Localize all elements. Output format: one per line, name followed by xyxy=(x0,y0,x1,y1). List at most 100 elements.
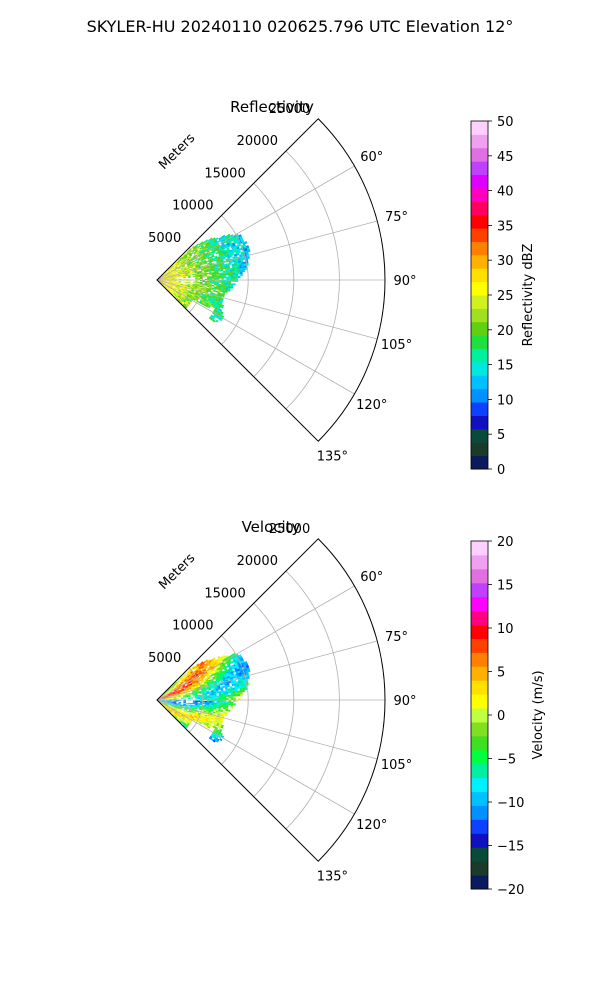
radar-gate-cell xyxy=(178,696,182,698)
radar-gate-cell xyxy=(181,298,185,301)
radar-gate-cell xyxy=(202,667,206,671)
radar-gate-cell xyxy=(237,692,241,695)
radar-gate-cell xyxy=(204,294,208,297)
colorbar-segment xyxy=(471,121,488,135)
radar-gate-cell xyxy=(163,282,167,284)
radar-gate-cell xyxy=(186,295,190,298)
radar-gate-cell xyxy=(191,682,195,684)
radar-gate-cell xyxy=(188,687,192,689)
radar-gate-cell xyxy=(169,687,173,690)
radar-gate-cell xyxy=(180,686,184,689)
radar-gate-cell xyxy=(224,255,228,258)
radar-gate-cell xyxy=(196,681,200,684)
radar-gate-cell xyxy=(176,708,180,710)
radar-gate-cell xyxy=(234,687,238,690)
radar-gate-cell xyxy=(162,704,165,707)
radar-gate-cell xyxy=(178,701,182,703)
radar-gate-cell xyxy=(189,683,192,685)
radar-gate-cell xyxy=(240,681,244,685)
radar-gate-cell xyxy=(197,714,201,717)
radar-gate-cell xyxy=(181,259,185,262)
radar-gate-cell xyxy=(185,300,189,303)
radar-gate-cell xyxy=(213,658,217,662)
radar-gate-cell xyxy=(186,290,189,292)
radar-gate-cell xyxy=(173,698,177,700)
radar-gate-cell xyxy=(183,257,186,260)
radar-gate-cell xyxy=(206,269,209,271)
radar-gate-cell xyxy=(181,294,184,297)
radar-gate-cell xyxy=(202,712,206,715)
radar-gate-cell xyxy=(166,701,170,702)
radar-gate-cell xyxy=(164,706,167,709)
radar-gate-cell xyxy=(172,693,176,695)
radar-gate-cell xyxy=(163,702,167,705)
radar-gate-cell xyxy=(233,694,236,697)
radar-gate-cell xyxy=(165,703,169,706)
radar-gate-cell xyxy=(207,662,211,666)
radar-gate-cell xyxy=(168,688,171,691)
radar-gate-cell xyxy=(226,681,230,684)
radar-gate-cell xyxy=(185,685,188,687)
radar-gate-cell xyxy=(184,722,187,725)
radar-gate-cell xyxy=(228,694,231,697)
radar-gate-cell xyxy=(205,725,209,728)
radar-gate-cell xyxy=(180,720,183,723)
radar-gate-cell xyxy=(218,667,222,670)
radar-gate-cell xyxy=(208,723,212,727)
radar-gate-cell xyxy=(206,704,210,706)
radar-gate-cell xyxy=(161,696,164,698)
radar-gate-cell xyxy=(173,284,176,287)
radar-gate-cell xyxy=(187,703,191,705)
radar-gate-cell xyxy=(177,716,180,719)
colorbar-tick-label: 5 xyxy=(497,666,505,681)
radar-gate-cell xyxy=(212,245,216,248)
radar-gate-cell xyxy=(185,274,189,277)
radar-gate-cell xyxy=(221,667,225,671)
radar-gate-cell xyxy=(190,291,194,293)
radar-gate-cell xyxy=(169,287,172,290)
radar-gate-cell xyxy=(228,283,231,286)
radar-gate-cell xyxy=(178,710,182,712)
radar-gate-cell xyxy=(225,287,229,290)
radar-gate-cell xyxy=(235,692,238,695)
radar-gate-cell xyxy=(172,705,176,707)
radar-gate-cell xyxy=(179,689,182,692)
radar-gate-cell xyxy=(191,690,195,692)
radar-gate-cell xyxy=(218,314,223,317)
radar-gate-cell xyxy=(172,285,176,287)
radar-gate-cell xyxy=(206,296,210,299)
radar-gate-cell xyxy=(180,275,184,277)
radar-gate-cell xyxy=(187,679,190,682)
radar-gate-cell xyxy=(200,259,204,263)
radar-gate-cell xyxy=(168,275,172,277)
radar-gate-cell xyxy=(178,700,182,702)
radar-gate-cell xyxy=(170,713,174,716)
radar-gate-cell xyxy=(214,728,218,731)
radar-gate-cell xyxy=(241,267,245,271)
radar-gate-cell xyxy=(214,283,217,286)
radar-gate-cell xyxy=(172,693,176,695)
radar-gate-cell xyxy=(217,289,221,292)
radar-gate-cell xyxy=(206,691,210,694)
radar-gate-cell xyxy=(232,676,236,679)
radar-gate-cell xyxy=(172,692,176,694)
radar-gate-cell xyxy=(228,703,231,706)
radar-gate-cell xyxy=(238,680,242,684)
radar-gate-cell xyxy=(173,701,177,703)
radar-gate-cell xyxy=(238,254,243,257)
radar-gate-cell xyxy=(209,735,213,739)
radar-gate-cell xyxy=(191,290,194,293)
radar-gate-cell xyxy=(235,274,239,277)
reflectivity-azimuth-tick-labels: 60°75°90°105°120°135° xyxy=(317,150,417,464)
radar-gate-cell xyxy=(216,249,220,253)
radar-gate-cell xyxy=(202,257,206,261)
radar-gate-cell xyxy=(235,681,239,684)
colorbar-tick-label: −15 xyxy=(497,840,524,855)
radar-gate-cell xyxy=(198,708,202,711)
radar-gate-cell xyxy=(206,695,210,697)
radar-gate-cell xyxy=(192,246,196,250)
radar-gate-cell xyxy=(201,260,205,264)
radar-gate-cell xyxy=(209,715,213,718)
radar-gate-cell xyxy=(176,717,179,720)
radar-gate-cell xyxy=(246,256,250,260)
